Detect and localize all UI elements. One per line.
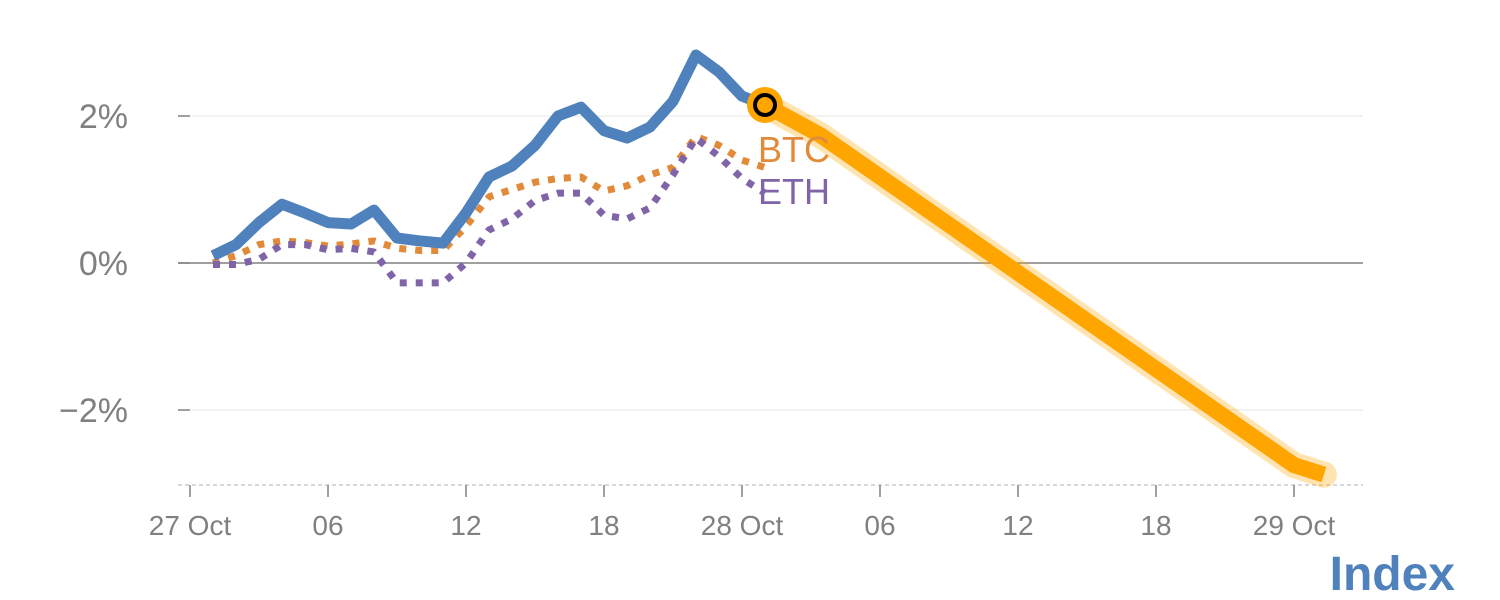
x-tick-label: 06 — [312, 510, 343, 541]
x-tick-label: 18 — [1140, 510, 1171, 541]
x-tick-label: 27 Oct — [149, 510, 232, 541]
series-line-index — [210, 49, 767, 261]
x-tick-label: 12 — [450, 510, 481, 541]
y-tick-label: 2% — [79, 98, 128, 136]
x-tick-label: 18 — [588, 510, 619, 541]
x-tick-label: 12 — [1002, 510, 1033, 541]
series-label-btc: BTC — [758, 129, 830, 170]
series-label-index: Index — [1330, 548, 1456, 600]
x-tick-label: 06 — [864, 510, 895, 541]
x-tick-label: 28 Oct — [701, 510, 784, 541]
x-tick-label: 29 Oct — [1253, 510, 1336, 541]
series-line-btc — [211, 133, 767, 267]
y-tick-label: 0% — [79, 245, 128, 283]
series-line-eth — [213, 134, 767, 287]
current-point-marker-inner — [753, 92, 777, 117]
y-tick-label: −2% — [59, 392, 128, 430]
series-label-eth: ETH — [758, 171, 830, 212]
series-line-index-forecast — [761, 97, 1327, 483]
